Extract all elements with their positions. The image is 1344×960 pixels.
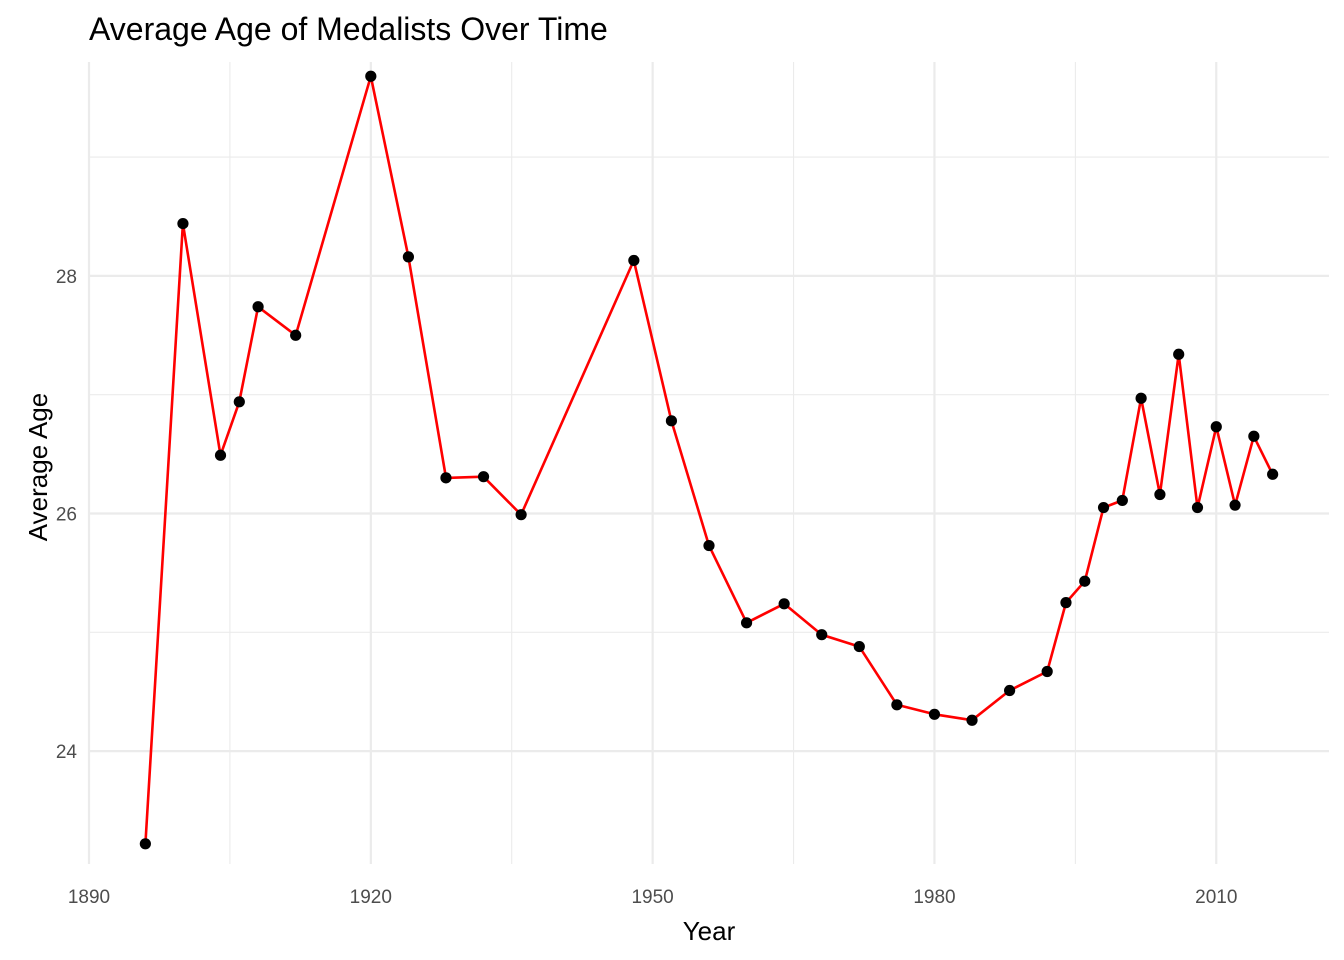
data-point (665, 415, 678, 427)
data-point (252, 301, 264, 313)
x-tick-label: 1950 (631, 887, 673, 908)
data-point (1079, 575, 1091, 587)
y-axis-title: Average Age (23, 393, 53, 541)
data-point (1041, 665, 1053, 678)
data-point (1248, 430, 1260, 442)
data-point (515, 509, 527, 521)
data-point (1229, 499, 1241, 511)
x-tick-label: 1920 (350, 887, 392, 908)
data-point (214, 449, 227, 461)
x-tick-label: 1980 (913, 887, 955, 908)
x-axis-title: Year (683, 916, 736, 946)
data-point (1267, 468, 1279, 480)
data-point (816, 629, 828, 641)
data-point (1004, 684, 1016, 697)
data-point (891, 699, 903, 711)
data-point (703, 539, 715, 552)
data-points (139, 70, 1279, 850)
x-tick-label: 1890 (68, 887, 110, 908)
data-point (966, 714, 978, 726)
minor-gridlines (89, 62, 1329, 864)
data-point (365, 70, 377, 82)
data-point (1191, 501, 1204, 514)
data-point (1097, 501, 1110, 514)
data-point (778, 598, 790, 610)
data-point (628, 254, 640, 267)
data-point (1173, 348, 1185, 360)
data-point (1154, 488, 1166, 501)
data-point (928, 708, 941, 720)
data-point (853, 640, 865, 653)
data-point (139, 838, 151, 850)
chart-title: Average Age of Medalists Over Time (89, 11, 608, 47)
data-point (1135, 392, 1147, 404)
data-point (177, 217, 189, 230)
y-tick-label: 24 (56, 742, 78, 763)
y-tick-label: 26 (56, 504, 77, 525)
average-age-line (144, 75, 1274, 844)
data-point (290, 329, 302, 341)
x-tick-label: 2010 (1195, 887, 1237, 908)
data-point (477, 471, 490, 483)
data-point (1116, 494, 1128, 507)
data-point (1210, 421, 1222, 433)
data-point (402, 251, 414, 263)
x-axis-tick-labels: 1890 1920 1950 1980 2010 (68, 887, 1238, 908)
y-axis-tick-labels: 24 26 28 (56, 267, 78, 763)
data-point (1060, 597, 1072, 609)
y-tick-label: 28 (56, 267, 77, 288)
data-point (740, 617, 753, 629)
major-gridlines (87, 62, 1329, 864)
data-point (440, 472, 452, 484)
data-point (233, 396, 245, 408)
